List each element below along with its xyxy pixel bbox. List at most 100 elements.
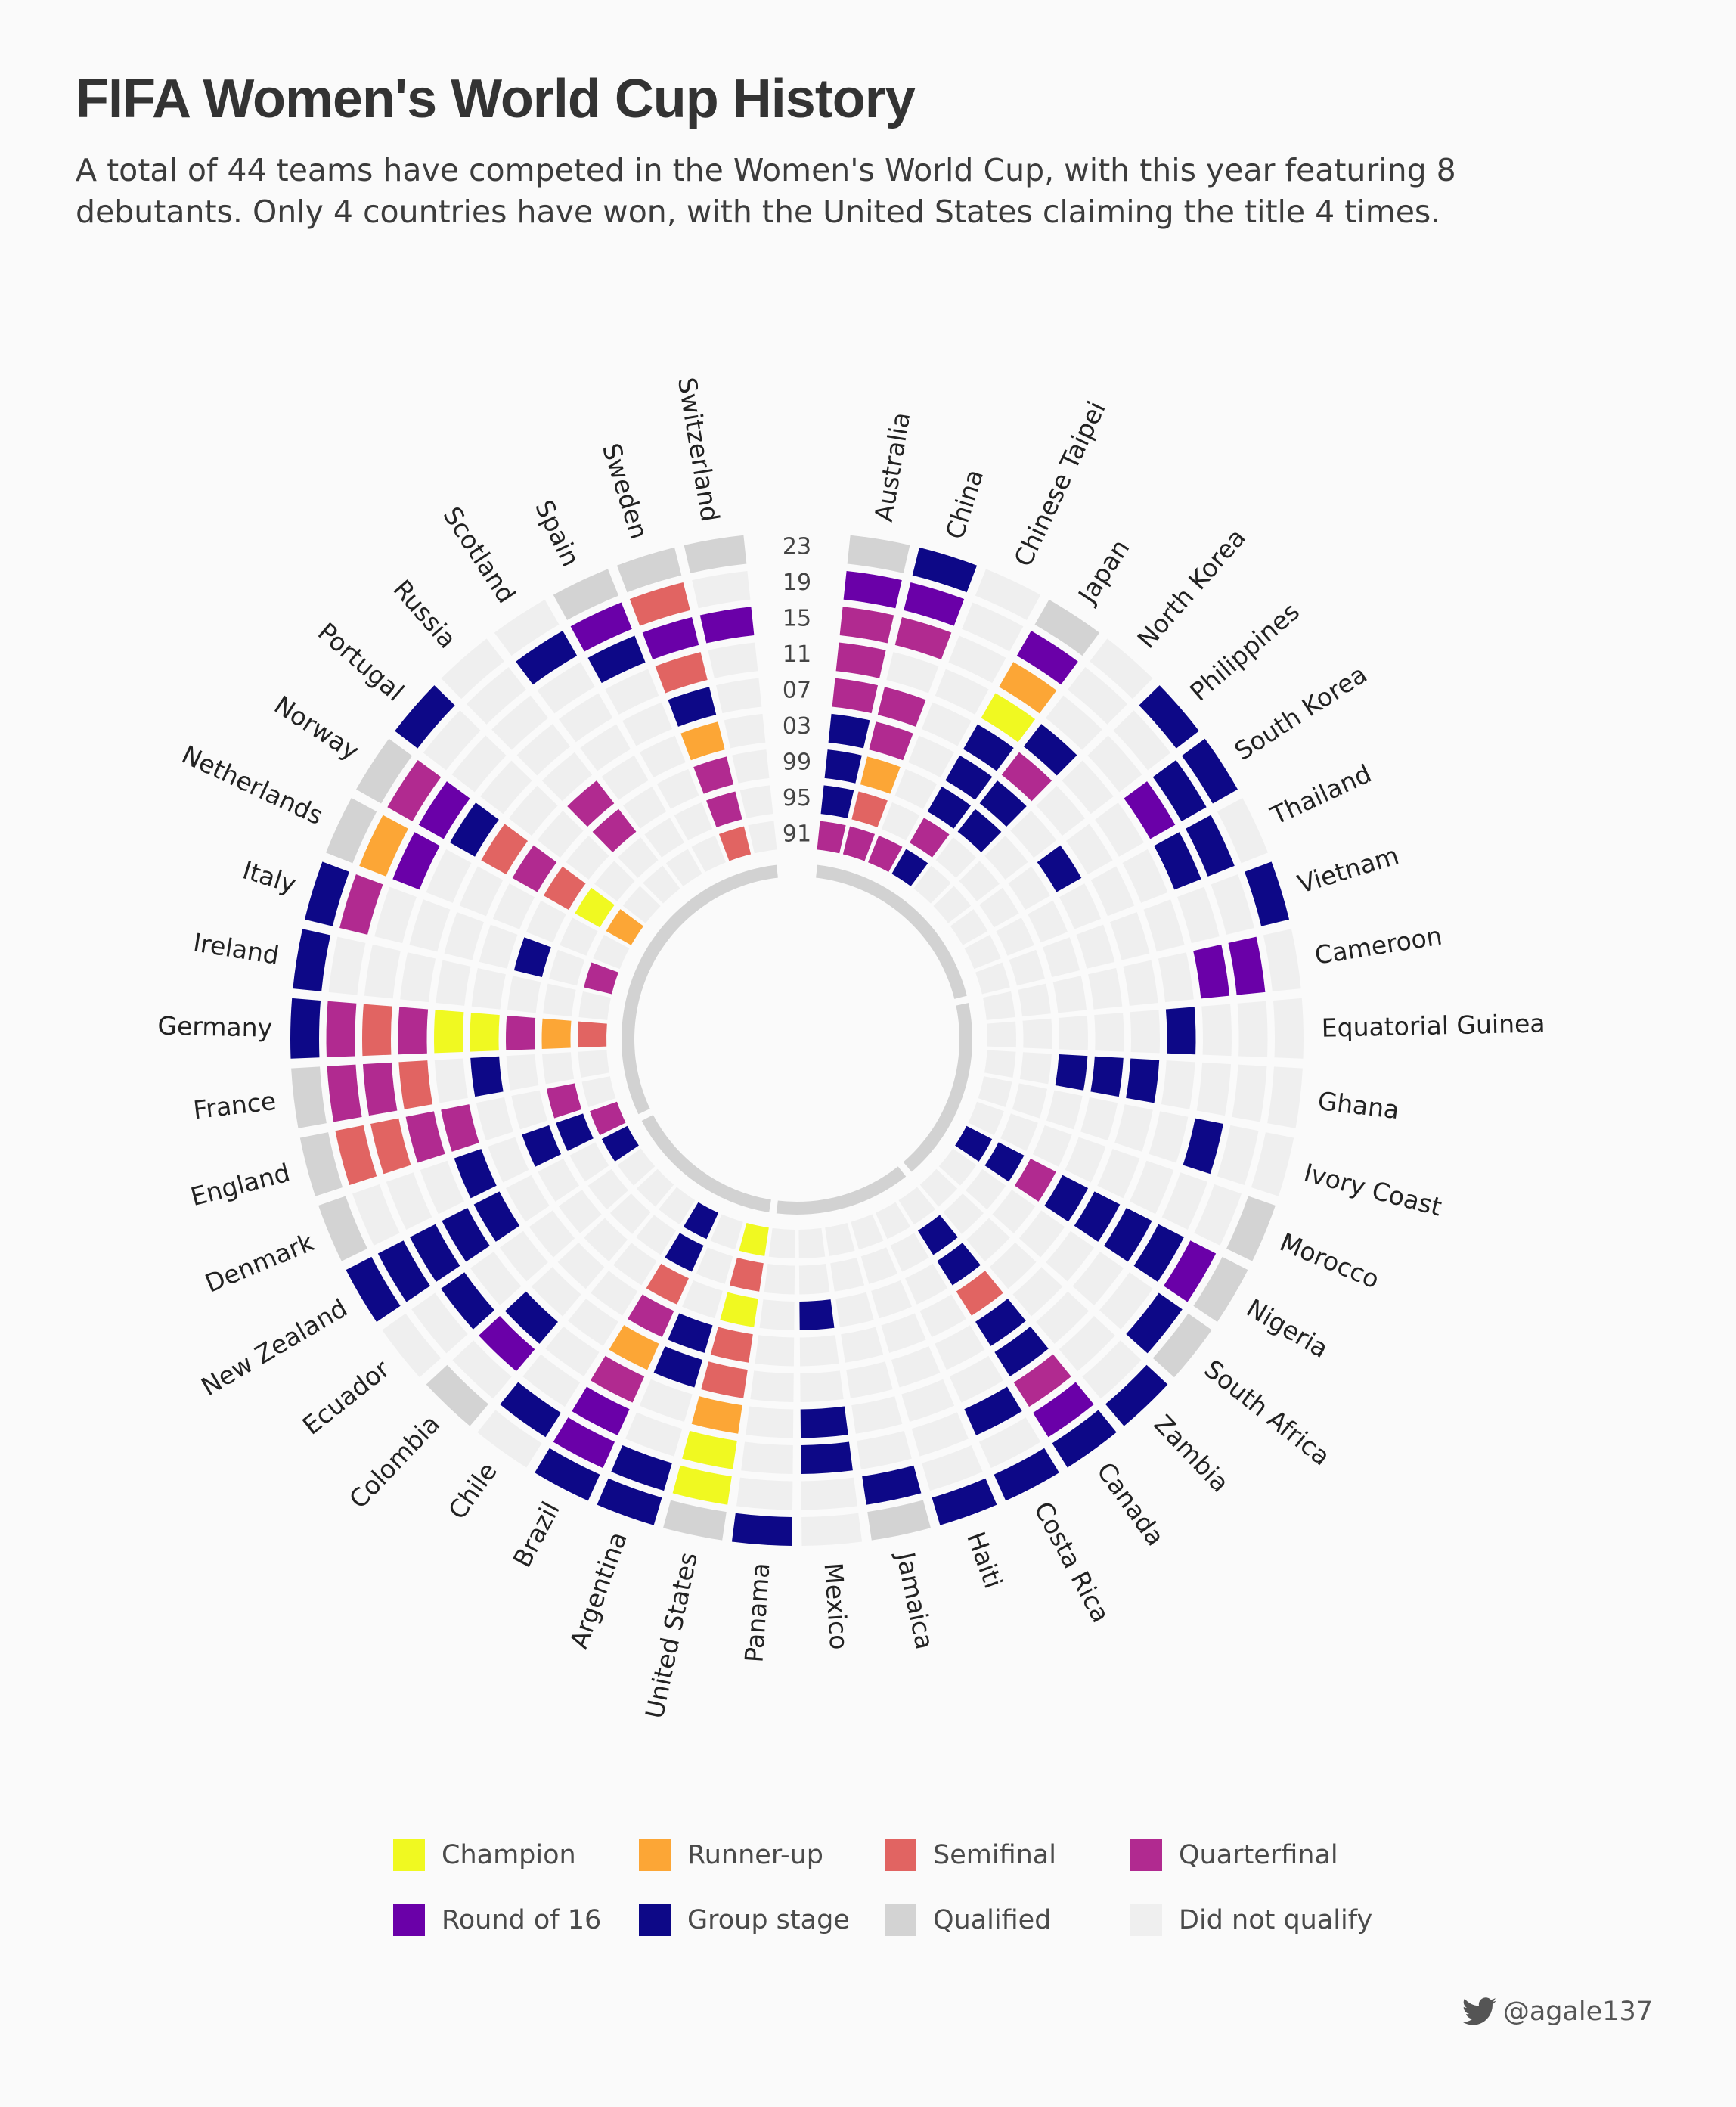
cell-cameroon-03 [1088,967,1123,1010]
cell-russia-07 [541,752,593,802]
cell-china-19 [904,582,965,626]
cell-canada-15 [1013,1354,1071,1407]
team-label-ecuador: Ecuador [297,1354,395,1441]
cell-vietnam-91 [975,962,1010,995]
cell-portugal-11 [480,760,532,815]
team-label-spain: Spain [529,495,586,571]
cell-italy-07 [444,911,484,960]
team-label-costa-rica: Costa Rica [1028,1497,1116,1628]
cell-nigeria-99 [1014,1159,1056,1202]
cell-ireland-19 [328,936,366,995]
cell-japan-11 [981,693,1036,743]
cell-costa-rica-07 [935,1325,985,1370]
cell-philippines-19 [1113,710,1171,771]
cell-australia-95 [820,785,854,819]
cell-colombia-11 [504,1291,558,1344]
year-label-99: 99 [783,749,811,776]
cell-scotland-91 [665,849,702,886]
cell-sweden-95 [706,791,742,828]
cell-united-states-23 [663,1500,727,1541]
cell-russia-95 [617,837,659,878]
cell-south-africa-99 [992,1190,1036,1233]
cell-spain-99 [656,768,699,809]
cell-brazil-95 [665,1233,704,1272]
cell-switzerland-11 [708,642,758,678]
team-label-thailand: Thailand [1266,759,1376,831]
ring-segment-3 [776,1166,907,1215]
cell-argentina-11 [639,1379,693,1422]
cell-norway-91 [606,909,644,945]
cell-switzerland-15 [699,607,755,644]
team-label-ivory-coast: Ivory Coast [1300,1158,1444,1222]
cell-netherlands-07 [459,866,504,917]
legend-label: Round of 16 [442,1905,602,1935]
cell-jamaica-07 [846,1361,893,1398]
legend-label: Qualified [933,1905,1052,1935]
cell-norway-19 [387,759,442,821]
cell-netherlands-95 [560,917,598,956]
cell-ireland-91 [578,991,612,1020]
legend-label: Did not qualify [1179,1905,1373,1935]
team-label-japan: Japan [1071,534,1135,610]
cell-russia-91 [643,865,680,904]
cell-cameroon-15 [1193,944,1230,999]
year-label-11: 11 [783,641,811,668]
cell-australia-99 [824,749,862,784]
year-label-95: 95 [783,785,811,811]
cell-panama-19 [736,1477,793,1510]
cell-portugal-95 [594,861,635,901]
team-label-panama: Panama [739,1562,775,1664]
cell-ivory-coast-23 [1251,1132,1294,1196]
cell-philippines-03 [1010,810,1057,858]
team-label-colombia: Colombia [343,1409,445,1514]
cell-ecuador-91 [617,1148,656,1186]
cell-mexico-03 [799,1335,839,1367]
cell-germany-03 [470,1013,500,1052]
cell-equatorial-guinea-03 [1094,1013,1124,1052]
cell-south-africa-03 [1018,1210,1065,1258]
cell-new-zealand-19 [377,1240,431,1302]
cell-canada-95 [917,1215,958,1255]
cell-jamaica-99 [835,1292,874,1327]
cell-south-africa-95 [966,1168,1006,1210]
cell-brazil-03 [628,1294,674,1338]
cell-costa-rica-23 [994,1448,1059,1501]
cell-chinese-taipei-15 [948,635,1006,684]
cell-russia-99 [592,808,637,852]
chart-title: FIFA Women's World Cup History [76,69,916,129]
cell-chile-95 [636,1215,677,1255]
team-label-ghana: Ghana [1316,1086,1401,1125]
cell-north-korea-15 [1045,695,1102,750]
cell-portugal-15 [451,735,507,793]
cell-mexico-91 [798,1227,826,1258]
cell-netherlands-03 [492,883,535,929]
cell-argentina-03 [668,1313,713,1353]
cell-australia-15 [839,607,894,644]
team-label-ireland: Ireland [191,927,281,970]
cell-portugal-23 [395,685,455,749]
cell-jamaica-91 [825,1223,855,1256]
cell-spain-91 [691,835,726,873]
cell-sweden-19 [629,582,690,626]
cell-nigeria-11 [1104,1207,1152,1262]
cell-chinese-taipei-19 [962,602,1024,652]
cell-sweden-15 [642,617,699,660]
cell-spain-95 [674,802,713,841]
team-label-norway: Norway [269,690,364,766]
team-label-morocco: Morocco [1276,1227,1384,1294]
cell-france-03 [470,1056,504,1097]
cell-germany-11 [398,1007,429,1055]
cell-brazil-99 [646,1263,689,1305]
team-label-denmark: Denmark [201,1227,319,1299]
cell-brazil-15 [572,1386,630,1435]
cell-ivory-coast-03 [1080,1097,1118,1141]
cell-philippines-23 [1139,685,1199,749]
cell-chinese-taipei-11 [935,669,989,715]
cell-scotland-19 [516,631,578,685]
cell-ecuador-11 [470,1251,522,1305]
cell-panama-15 [741,1441,793,1474]
cell-australia-03 [828,713,870,749]
cell-south-korea-15 [1124,781,1176,839]
cell-netherlands-99 [526,900,566,943]
year-label-91: 91 [783,821,811,848]
